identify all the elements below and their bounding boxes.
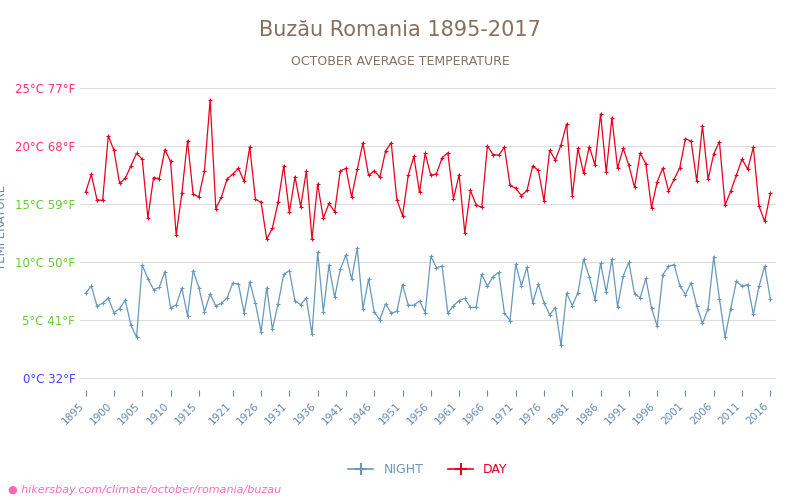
Y-axis label: TEMPERATURE: TEMPERATURE <box>0 185 8 270</box>
Text: ● hikersbay.com/climate/october/romania/buzau: ● hikersbay.com/climate/october/romania/… <box>8 485 281 495</box>
Legend: NIGHT, DAY: NIGHT, DAY <box>343 458 513 481</box>
Text: OCTOBER AVERAGE TEMPERATURE: OCTOBER AVERAGE TEMPERATURE <box>290 55 510 68</box>
Text: Buzău Romania 1895-2017: Buzău Romania 1895-2017 <box>259 20 541 40</box>
